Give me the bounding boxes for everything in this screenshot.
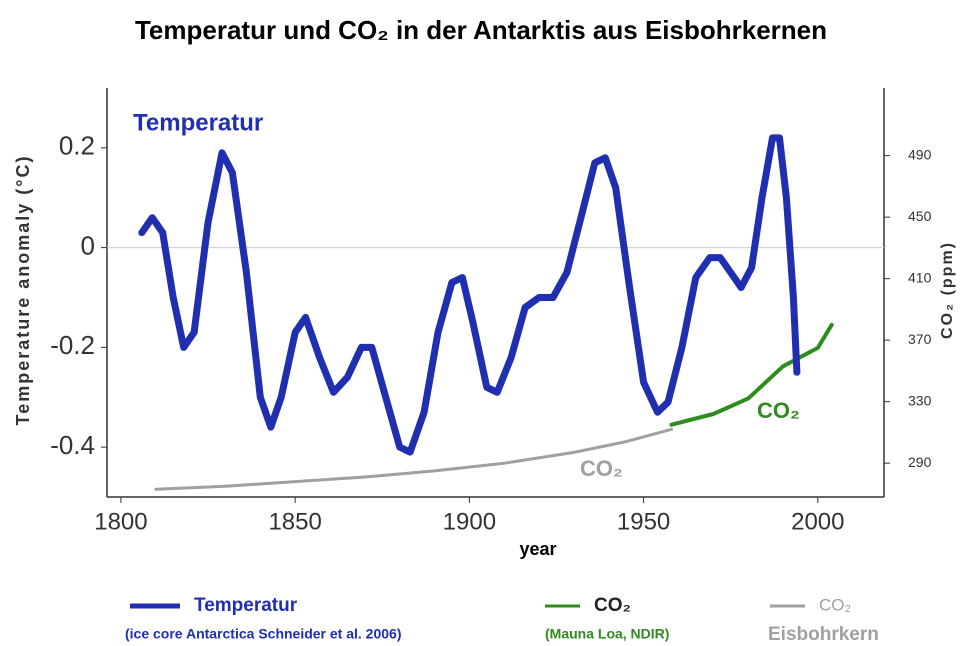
y2-tick-label: 490 xyxy=(908,146,932,162)
y-tick-label: 0 xyxy=(81,230,95,260)
y2-tick-label: 450 xyxy=(908,208,932,224)
annotation: Temperatur xyxy=(133,109,263,136)
series-line xyxy=(154,427,673,491)
annotation: CO₂ xyxy=(757,398,800,423)
y2-tick-label: 330 xyxy=(908,392,932,408)
x-tick-label: 1950 xyxy=(617,508,670,535)
legend-note: (Mauna Loa, NDIR) xyxy=(545,626,669,642)
x-axis-label: year xyxy=(519,539,556,559)
y2-tick-label: 370 xyxy=(908,331,932,347)
chart-title: Temperatur und CO₂ in der Antarktis aus … xyxy=(135,15,827,45)
y2-axis-label: CO₂ (ppm) xyxy=(939,241,956,339)
legend-label: Temperatur xyxy=(194,595,298,616)
legend-note: Eisbohrkern xyxy=(768,624,879,645)
legend-label: CO₂ xyxy=(594,595,631,616)
y-tick-label: 0.2 xyxy=(59,131,95,161)
x-tick-label: 1800 xyxy=(94,508,147,535)
legend-label: CO₂ xyxy=(819,595,851,614)
series-line xyxy=(669,322,834,427)
x-tick-label: 1900 xyxy=(443,508,496,535)
series-line xyxy=(138,134,801,456)
y-tick-label: -0.4 xyxy=(50,430,95,460)
y2-tick-label: 290 xyxy=(908,454,932,470)
y2-tick-label: 410 xyxy=(908,269,932,285)
x-tick-label: 2000 xyxy=(791,508,844,535)
annotation: CO₂ xyxy=(580,456,623,481)
y-axis-label: Temperature anomaly (°C) xyxy=(13,155,33,426)
y-tick-label: -0.2 xyxy=(50,330,95,360)
legend-note: (ice core Antarctica Schneider et al. 20… xyxy=(125,626,402,642)
x-tick-label: 1850 xyxy=(268,508,321,535)
